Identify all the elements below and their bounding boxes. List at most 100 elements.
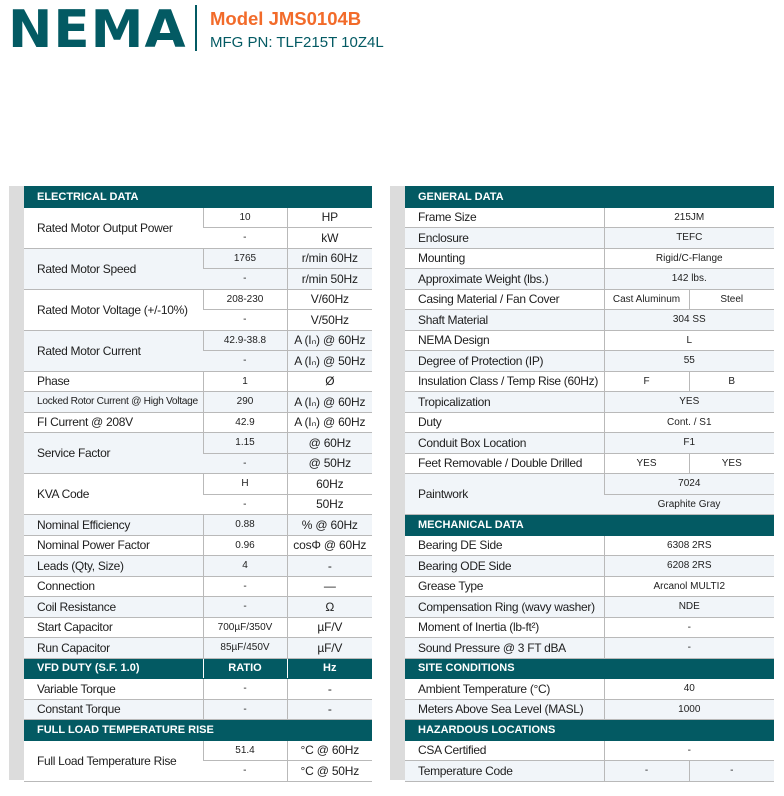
mfg-part-number: MFG PN: TLF215T 10Z4L	[210, 34, 384, 51]
row-value: 290	[202, 391, 287, 413]
row-unit: 50Hz	[286, 493, 373, 515]
row-label: Shaft Material	[405, 309, 604, 331]
table-row-rated-motor-voltage-10: Rated Motor Voltage (+/-10%) 208-230 V/60H…	[24, 288, 373, 331]
table-row-bearing-ode-side: Bearing ODE Side 6208 2RS	[405, 555, 775, 577]
row-unit: µF/V	[286, 616, 373, 638]
right-side-strip	[390, 186, 405, 780]
table-row-locked-rotor-current-high-voltage: Locked Rotor Current @ High Voltage 290 A …	[24, 391, 373, 413]
section-header-general-data: GENERAL DATA	[405, 186, 775, 208]
row-label: Variable Torque	[24, 678, 203, 700]
row-label: Rated Motor Current	[24, 329, 203, 372]
table-row-duty: Duty Cont. / S1	[405, 411, 775, 433]
row-unit: @ 60Hz	[286, 432, 373, 454]
row-label: FI Current @ 208V	[24, 411, 203, 433]
row-unit: °C @ 60Hz	[286, 739, 373, 761]
row-label: Insulation Class / Temp Rise (60Hz)	[405, 370, 604, 392]
row-value: 304 SS	[603, 309, 775, 331]
section-title: ELECTRICAL DATA	[24, 186, 373, 208]
row-label: Rated Motor Voltage (+/-10%)	[24, 288, 203, 331]
row-label: Rated Motor Output Power	[24, 206, 203, 249]
row-label: Degree of Protection (IP)	[405, 350, 604, 372]
table-row-service-factor: Service Factor 1.15 @ 60Hz	[24, 432, 373, 474]
row-value: YES	[688, 452, 775, 474]
general-data-table: GENERAL DATA Frame Size 215JM Enclosure TEFC…	[405, 186, 775, 782]
row-value: H	[202, 473, 287, 495]
section-title: SITE CONDITIONS	[405, 657, 775, 679]
row-label: Rated Motor Speed	[24, 247, 203, 290]
section-header-hazardous-locations: HAZARDOUS LOCATIONS	[405, 719, 775, 741]
row-label: Bearing ODE Side	[405, 555, 604, 577]
row-label: CSA Certified	[405, 739, 604, 761]
row-label: Paintwork	[405, 473, 604, 515]
section-title: GENERAL DATA	[405, 186, 775, 208]
row-label: Frame Size	[405, 206, 604, 228]
table-row-temperature-code: Temperature Code - -	[405, 760, 775, 782]
table-row-rated-motor-output-power: - kW	[24, 227, 373, 249]
row-label: Meters Above Sea Level (MASL)	[405, 698, 604, 720]
table-row-nominal-power-factor: Nominal Power Factor 0.96 cosΦ @ 60Hz	[24, 534, 373, 556]
table-row-csa-certified: CSA Certified -	[405, 739, 775, 761]
row-value: -	[203, 350, 287, 372]
row-value: -	[603, 616, 775, 638]
row-value: -	[603, 637, 775, 659]
table-row-rated-motor-output-power: Rated Motor Output Power 10 HP	[24, 206, 373, 249]
row-value: 10	[202, 206, 287, 228]
left-side-strip	[9, 186, 24, 780]
table-row-kva-code: KVA Code H 60Hz	[24, 473, 373, 515]
table-row-compensation-ring-wavy-washer: Compensation Ring (wavy washer) NDE	[405, 596, 775, 618]
row-label: Phase	[24, 370, 203, 392]
row-unit: % @ 60Hz	[286, 514, 373, 536]
row-value: 0.88	[202, 514, 287, 536]
table-row-casing-material-fan-cover: Casing Material / Fan Cover Cast Aluminum…	[405, 288, 775, 310]
table-row-sound-pressure-3-ft-dba: Sound Pressure @ 3 FT dBA -	[405, 637, 775, 659]
row-label: Conduit Box Location	[405, 432, 604, 454]
table-row-feet-removable-double-drilled: Feet Removable / Double Drilled YES YES	[405, 452, 775, 474]
row-value: -	[203, 760, 287, 782]
row-label: Run Capacitor	[24, 637, 203, 659]
table-row-rated-motor-voltage-10: - V/50Hz	[24, 309, 373, 331]
row-label: Leads (Qty, Size)	[24, 555, 203, 577]
row-value: F1	[603, 432, 775, 454]
row-value: 1.15	[202, 432, 287, 454]
row-value: 215JM	[603, 206, 775, 228]
row-value: Cont. / S1	[603, 411, 775, 433]
section-header-electrical-data: ELECTRICAL DATA	[24, 186, 373, 208]
table-row-coil-resistance: Coil Resistance - Ω	[24, 596, 373, 618]
model-title: Model JMS0104B	[210, 8, 362, 29]
row-label: Feet Removable / Double Drilled	[405, 452, 604, 474]
row-unit: V/60Hz	[286, 288, 373, 310]
table-row-rated-motor-current: -A (Iₙ) @ 50Hz	[24, 350, 373, 372]
table-row-phase: Phase 1 Ø	[24, 370, 373, 392]
row-value: -	[203, 452, 287, 474]
section-title: VFD DUTY (S.F. 1.0)	[24, 657, 203, 679]
table-row-nema-design: NEMA Design L	[405, 329, 775, 351]
row-unit: µF/V	[286, 637, 373, 659]
section-header-site-conditions: SITE CONDITIONS	[405, 657, 775, 679]
row-value: Rigid/C-Flange	[603, 247, 775, 269]
row-label: Moment of Inertia (lb-ft²)	[405, 616, 604, 638]
row-unit: r/min 50Hz	[286, 268, 373, 290]
row-value: 6208 2RS	[603, 555, 775, 577]
table-row-full-load-temperature-rise: Full Load Temperature Rise 51.4 °C @ 60Hz	[24, 739, 373, 782]
row-value: 1	[202, 370, 287, 392]
table-row-rated-motor-current: Rated Motor Current 42.9-38.8 A (Iₙ) @ 60H…	[24, 329, 373, 372]
column-header-ratio: RATIO	[202, 657, 287, 679]
row-value: NDE	[603, 596, 775, 618]
row-unit: —	[286, 575, 373, 597]
row-value: -	[688, 760, 775, 782]
table-row-connection: Connection - —	[24, 575, 373, 597]
row-value: YES	[603, 452, 689, 474]
row-unit: r/min 60Hz	[286, 247, 373, 269]
row-value: YES	[603, 391, 775, 413]
row-unit: V/50Hz	[286, 309, 373, 331]
row-label: NEMA Design	[405, 329, 604, 351]
row-label: Nominal Efficiency	[24, 514, 203, 536]
row-value: Steel	[688, 288, 775, 310]
row-value: 0.96	[202, 534, 287, 556]
table-row-nominal-efficiency: Nominal Efficiency 0.88% @ 60Hz	[24, 514, 373, 536]
table-row-paintwork: Paintwork 7024	[405, 473, 775, 515]
table-row-meters-above-sea-level-masl: Meters Above Sea Level (MASL) 1000	[405, 698, 775, 720]
row-value: Cast Aluminum	[603, 288, 689, 310]
row-value: -	[202, 678, 287, 700]
row-unit: A (Iₙ) @ 60Hz	[286, 391, 373, 413]
